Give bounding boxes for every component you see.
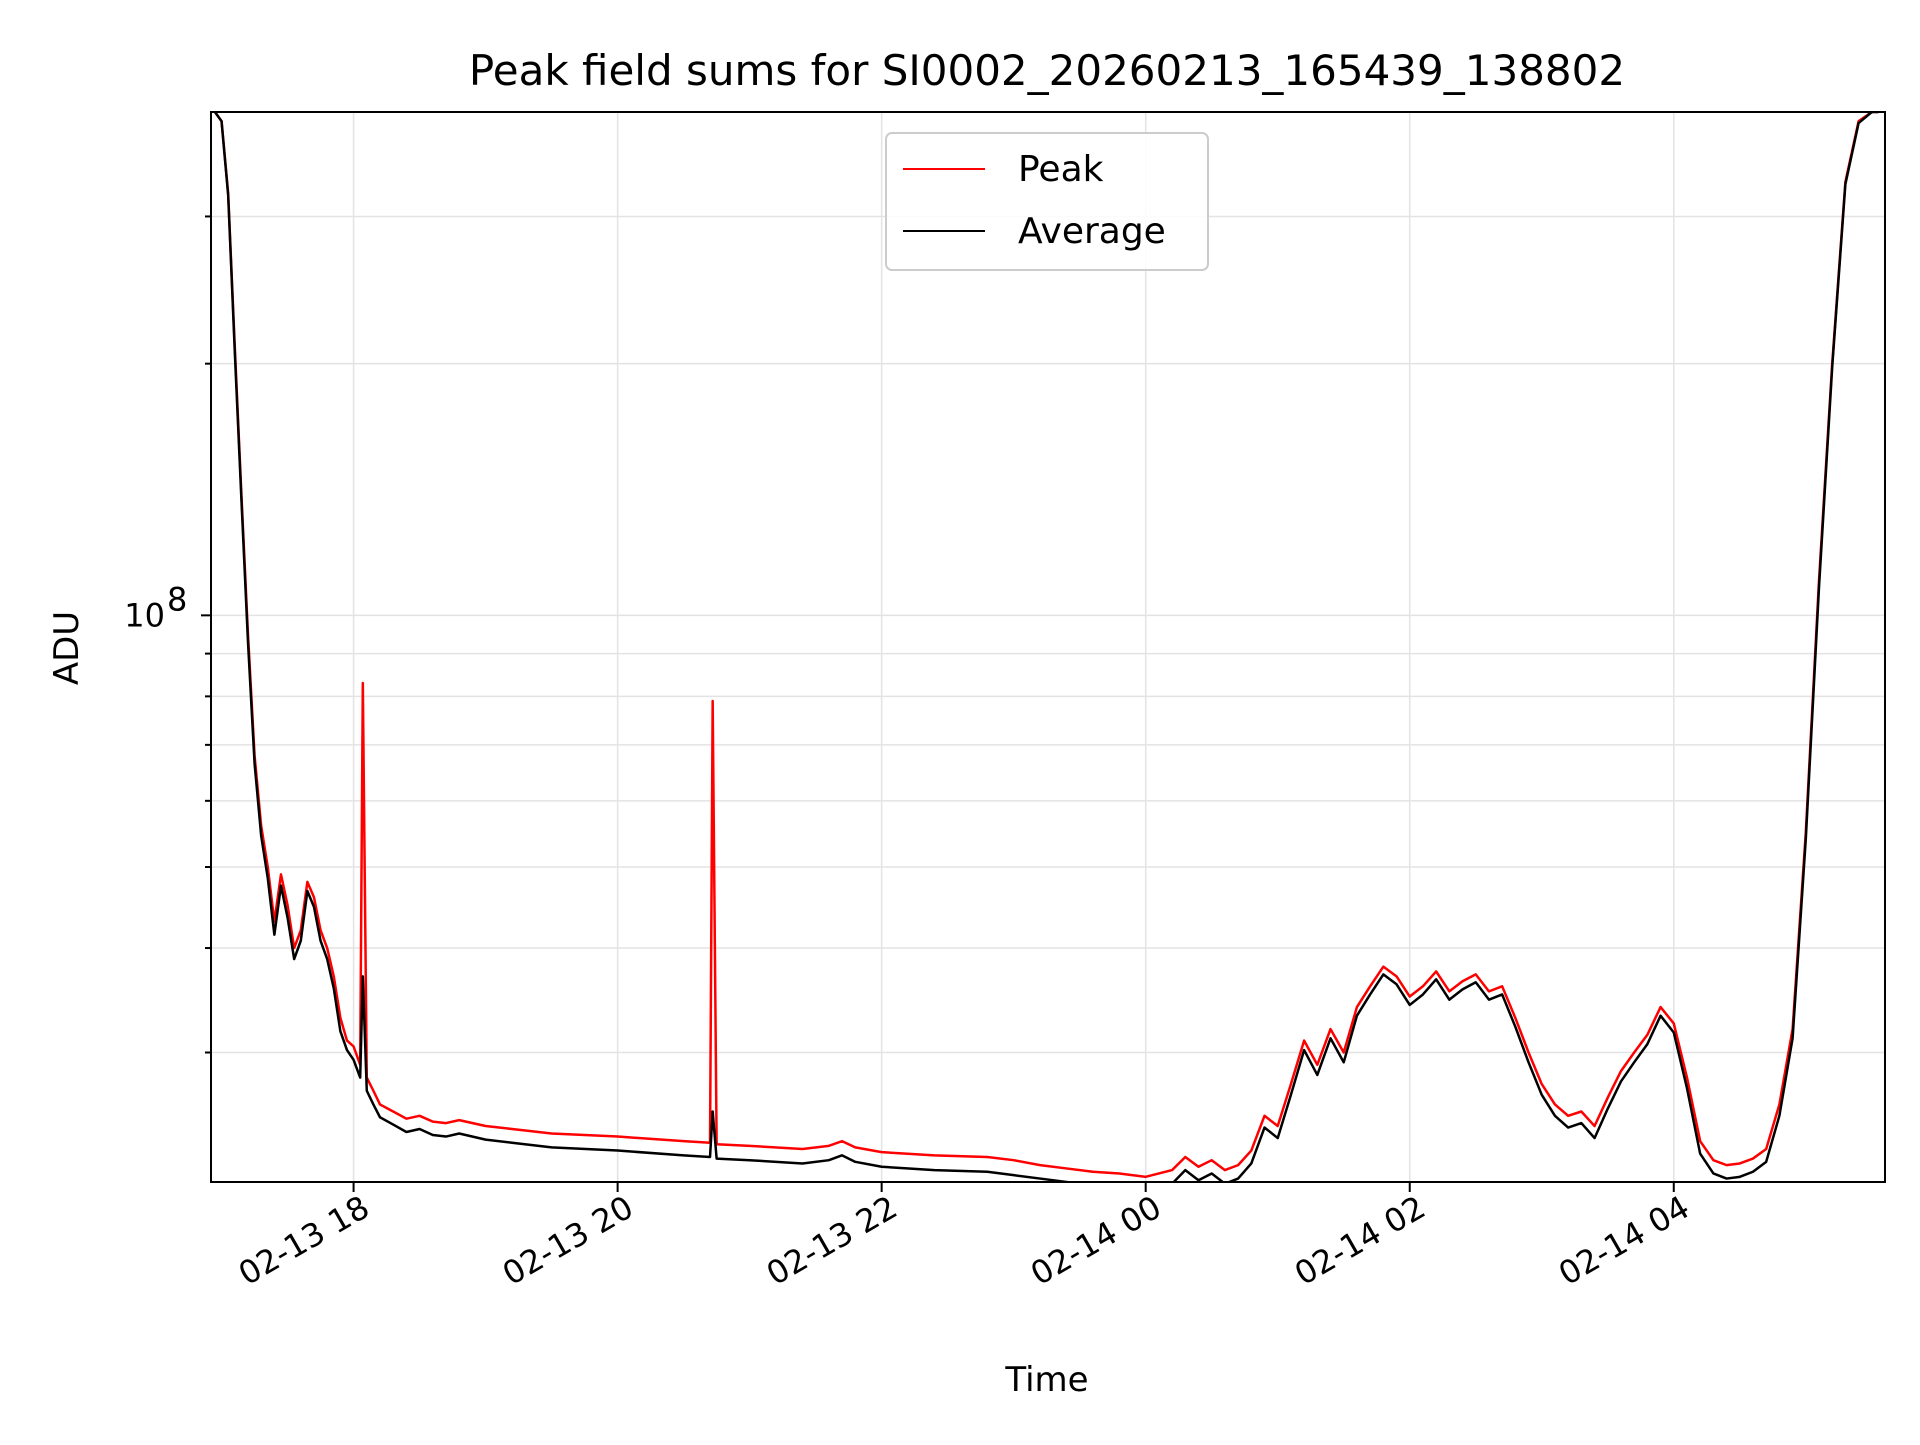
legend-label-peak: Peak [1018, 149, 1104, 190]
legend-label-average: Average [1018, 211, 1166, 252]
y-tick-exponent: 8 [167, 580, 187, 618]
y-tick-label: 10 [124, 596, 165, 634]
series-line-peak [213, 112, 1879, 1179]
series-layer [213, 112, 1879, 1182]
x-axis-label: Time [1004, 1360, 1088, 1400]
series-line-average [213, 112, 1879, 1182]
chart-title: Peak field sums for SI0002_20260213_1654… [469, 46, 1625, 95]
plot-frame [210, 111, 1886, 1183]
y-axis-label: ADU [47, 611, 87, 685]
legend: Peak Average [885, 132, 1209, 271]
legend-box [885, 132, 1209, 271]
